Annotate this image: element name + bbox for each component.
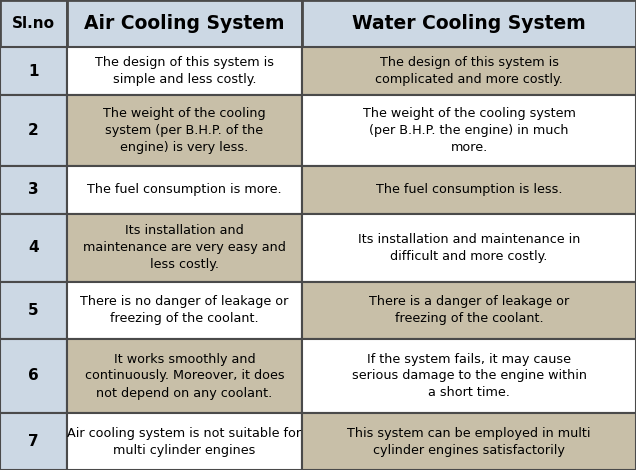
Bar	[0, 47, 67, 95]
Text: 3: 3	[28, 182, 39, 197]
Bar	[0, 414, 67, 470]
Bar	[302, 282, 636, 338]
Text: Air Cooling System: Air Cooling System	[84, 14, 285, 33]
Bar	[67, 213, 302, 282]
Bar	[302, 95, 636, 166]
Text: Sl.no: Sl.no	[12, 16, 55, 31]
Text: Its installation and maintenance in
difficult and more costly.: Its installation and maintenance in diff…	[358, 233, 580, 263]
Bar	[67, 95, 302, 166]
Text: It works smoothly and
continuously. Moreover, it does
not depend on any coolant.: It works smoothly and continuously. More…	[85, 352, 284, 400]
Bar	[0, 282, 67, 338]
Bar	[67, 0, 302, 47]
Text: There is no danger of leakage or
freezing of the coolant.: There is no danger of leakage or freezin…	[80, 295, 289, 325]
Text: 1: 1	[28, 63, 39, 78]
Text: The design of this system is
simple and less costly.: The design of this system is simple and …	[95, 56, 274, 86]
Bar	[67, 166, 302, 213]
Text: If the system fails, it may cause
serious damage to the engine within
a short ti: If the system fails, it may cause seriou…	[352, 352, 586, 400]
Text: The weight of the cooling
system (per B.H.P. of the
engine) is very less.: The weight of the cooling system (per B.…	[103, 107, 266, 154]
Text: The weight of the cooling system
(per B.H.P. the engine) in much
more.: The weight of the cooling system (per B.…	[363, 107, 576, 154]
Bar	[302, 47, 636, 95]
Bar	[0, 95, 67, 166]
Bar	[0, 166, 67, 213]
Bar	[302, 0, 636, 47]
Bar	[67, 282, 302, 338]
Text: 6: 6	[28, 368, 39, 384]
Bar	[0, 0, 67, 47]
Bar	[0, 338, 67, 414]
Text: Its installation and
maintenance are very easy and
less costly.: Its installation and maintenance are ver…	[83, 224, 286, 271]
Text: This system can be employed in multi
cylinder engines satisfactorily: This system can be employed in multi cyl…	[347, 427, 591, 457]
Bar	[302, 338, 636, 414]
Text: 4: 4	[28, 240, 39, 255]
Text: The fuel consumption is less.: The fuel consumption is less.	[376, 183, 562, 196]
Bar	[67, 47, 302, 95]
Text: 2: 2	[28, 123, 39, 138]
Bar	[302, 414, 636, 470]
Text: The design of this system is
complicated and more costly.: The design of this system is complicated…	[375, 56, 563, 86]
Text: 7: 7	[28, 434, 39, 449]
Text: The fuel consumption is more.: The fuel consumption is more.	[87, 183, 282, 196]
Bar	[67, 414, 302, 470]
Bar	[302, 166, 636, 213]
Text: 5: 5	[28, 303, 39, 318]
Text: There is a danger of leakage or
freezing of the coolant.: There is a danger of leakage or freezing…	[369, 295, 569, 325]
Text: Air cooling system is not suitable for
multi cylinder engines: Air cooling system is not suitable for m…	[67, 427, 301, 457]
Bar	[67, 338, 302, 414]
Bar	[0, 213, 67, 282]
Bar	[302, 213, 636, 282]
Text: Water Cooling System: Water Cooling System	[352, 14, 586, 33]
